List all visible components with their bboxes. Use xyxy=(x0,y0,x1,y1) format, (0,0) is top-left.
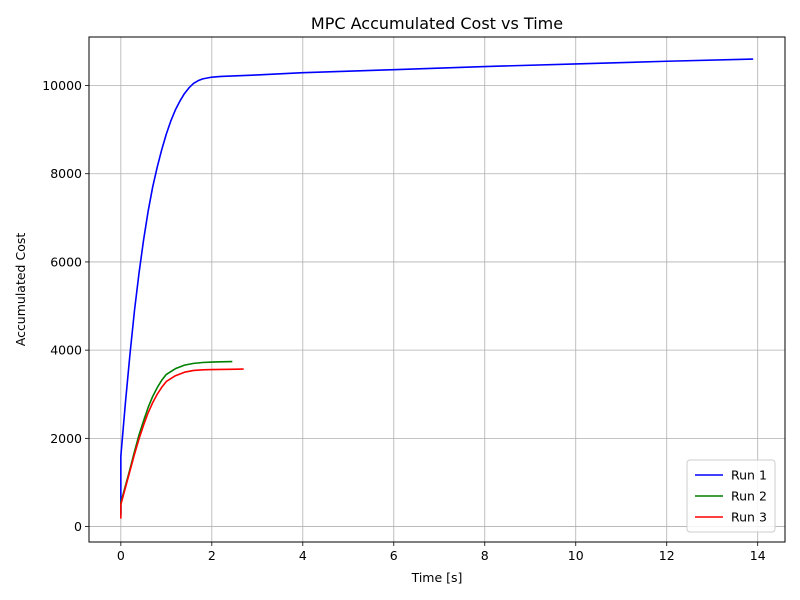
x-tick-label: 6 xyxy=(390,548,398,563)
plot-frame xyxy=(88,36,786,543)
x-tick-label: 10 xyxy=(568,548,584,563)
legend-label: Run 1 xyxy=(731,468,767,483)
chart-title: MPC Accumulated Cost vs Time xyxy=(311,14,563,33)
ticks: 0 2 4 6 8 10 12 14 0 2000 4000 6000 8000 10000 xyxy=(42,78,765,563)
x-tick-label: 12 xyxy=(659,548,675,563)
legend-label: Run 2 xyxy=(731,489,767,504)
series-line-run-1 xyxy=(120,58,754,516)
x-tick-label: 2 xyxy=(208,548,216,563)
y-tick-label: 6000 xyxy=(50,254,82,269)
y-tick-label: 10000 xyxy=(42,78,82,93)
legend: Run 1 Run 2 Run 3 xyxy=(686,459,776,533)
x-tick-label: 14 xyxy=(750,548,766,563)
series-line-run-3 xyxy=(120,368,244,519)
y-tick-label: 4000 xyxy=(50,343,82,358)
x-tick-label: 0 xyxy=(117,548,125,563)
x-tick-label: 8 xyxy=(481,548,489,563)
y-tick-label: 8000 xyxy=(50,166,82,181)
legend-label: Run 3 xyxy=(731,510,767,525)
series-layer xyxy=(120,58,754,519)
y-tick-label: 0 xyxy=(74,519,82,534)
x-tick-label: 4 xyxy=(299,548,307,563)
legend-box xyxy=(686,459,776,533)
x-axis-label: Time [s] xyxy=(411,570,463,585)
y-axis-label: Accumulated Cost xyxy=(13,233,28,347)
y-tick-label: 2000 xyxy=(50,431,82,446)
grid xyxy=(89,37,785,542)
